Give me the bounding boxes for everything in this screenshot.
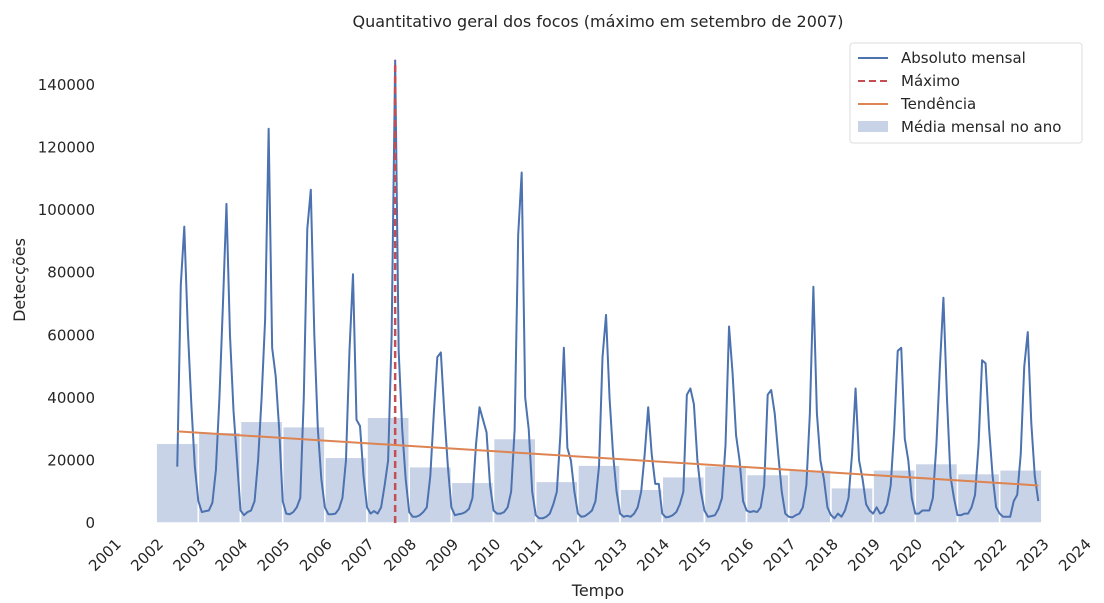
x-axis-label: Tempo bbox=[571, 581, 624, 599]
legend-label: Máximo bbox=[901, 72, 960, 90]
x-tick-label: 2014 bbox=[633, 535, 673, 575]
y-tick-label: 140000 bbox=[38, 76, 95, 94]
x-tick-label: 2001 bbox=[85, 535, 125, 575]
legend-box bbox=[849, 42, 1083, 144]
x-tick-label: 2021 bbox=[929, 535, 969, 575]
series-line bbox=[176, 59, 1040, 520]
x-tick-label: 2008 bbox=[380, 535, 420, 575]
x-tick-label: 2007 bbox=[338, 535, 378, 575]
x-tick-label: 2012 bbox=[549, 535, 589, 575]
x-tick-label: 2016 bbox=[718, 535, 758, 575]
y-tick-label: 20000 bbox=[47, 451, 95, 469]
y-tick-label: 80000 bbox=[47, 264, 95, 282]
series-line bbox=[177, 430, 1039, 487]
legend-swatch bbox=[858, 121, 888, 132]
x-tick-label: 2003 bbox=[169, 535, 209, 575]
legend-label: Tendência bbox=[900, 95, 976, 113]
bar bbox=[534, 480, 579, 524]
x-tick-label: 2002 bbox=[127, 535, 167, 575]
y-tick-label: 100000 bbox=[38, 201, 95, 219]
x-tick-label: 2017 bbox=[760, 535, 800, 575]
x-tick-label: 2024 bbox=[1055, 535, 1095, 575]
x-tick-label: 2004 bbox=[212, 535, 252, 575]
bar bbox=[197, 431, 242, 524]
legend-label: Média mensal no ano bbox=[901, 118, 1061, 136]
x-tick-label: 2022 bbox=[971, 535, 1011, 575]
x-tick-label: 2019 bbox=[844, 535, 884, 575]
y-tick-label: 120000 bbox=[38, 139, 95, 157]
x-tick-label: 2015 bbox=[676, 535, 716, 575]
chart-title: Quantitativo geral dos focos (máximo em … bbox=[353, 12, 844, 31]
x-tick-label: 2006 bbox=[296, 535, 336, 575]
x-tick-label: 2023 bbox=[1013, 535, 1053, 575]
x-tick-label: 2018 bbox=[802, 535, 842, 575]
legend-label: Absoluto mensal bbox=[901, 49, 1026, 67]
x-tick-label: 2010 bbox=[465, 535, 505, 575]
y-axis-label: Detecções bbox=[10, 238, 29, 322]
y-tick-label: 60000 bbox=[47, 326, 95, 344]
x-tick-label: 2020 bbox=[886, 535, 926, 575]
bar bbox=[830, 486, 874, 524]
x-tick-label: 2005 bbox=[254, 535, 294, 575]
x-tick-label: 2013 bbox=[591, 535, 631, 575]
bar bbox=[703, 464, 748, 524]
x-tick-label: 2009 bbox=[422, 535, 462, 575]
x-tick-label: 2011 bbox=[507, 535, 547, 575]
y-tick-label: 40000 bbox=[47, 389, 95, 407]
y-tick-label: 0 bbox=[85, 514, 95, 532]
